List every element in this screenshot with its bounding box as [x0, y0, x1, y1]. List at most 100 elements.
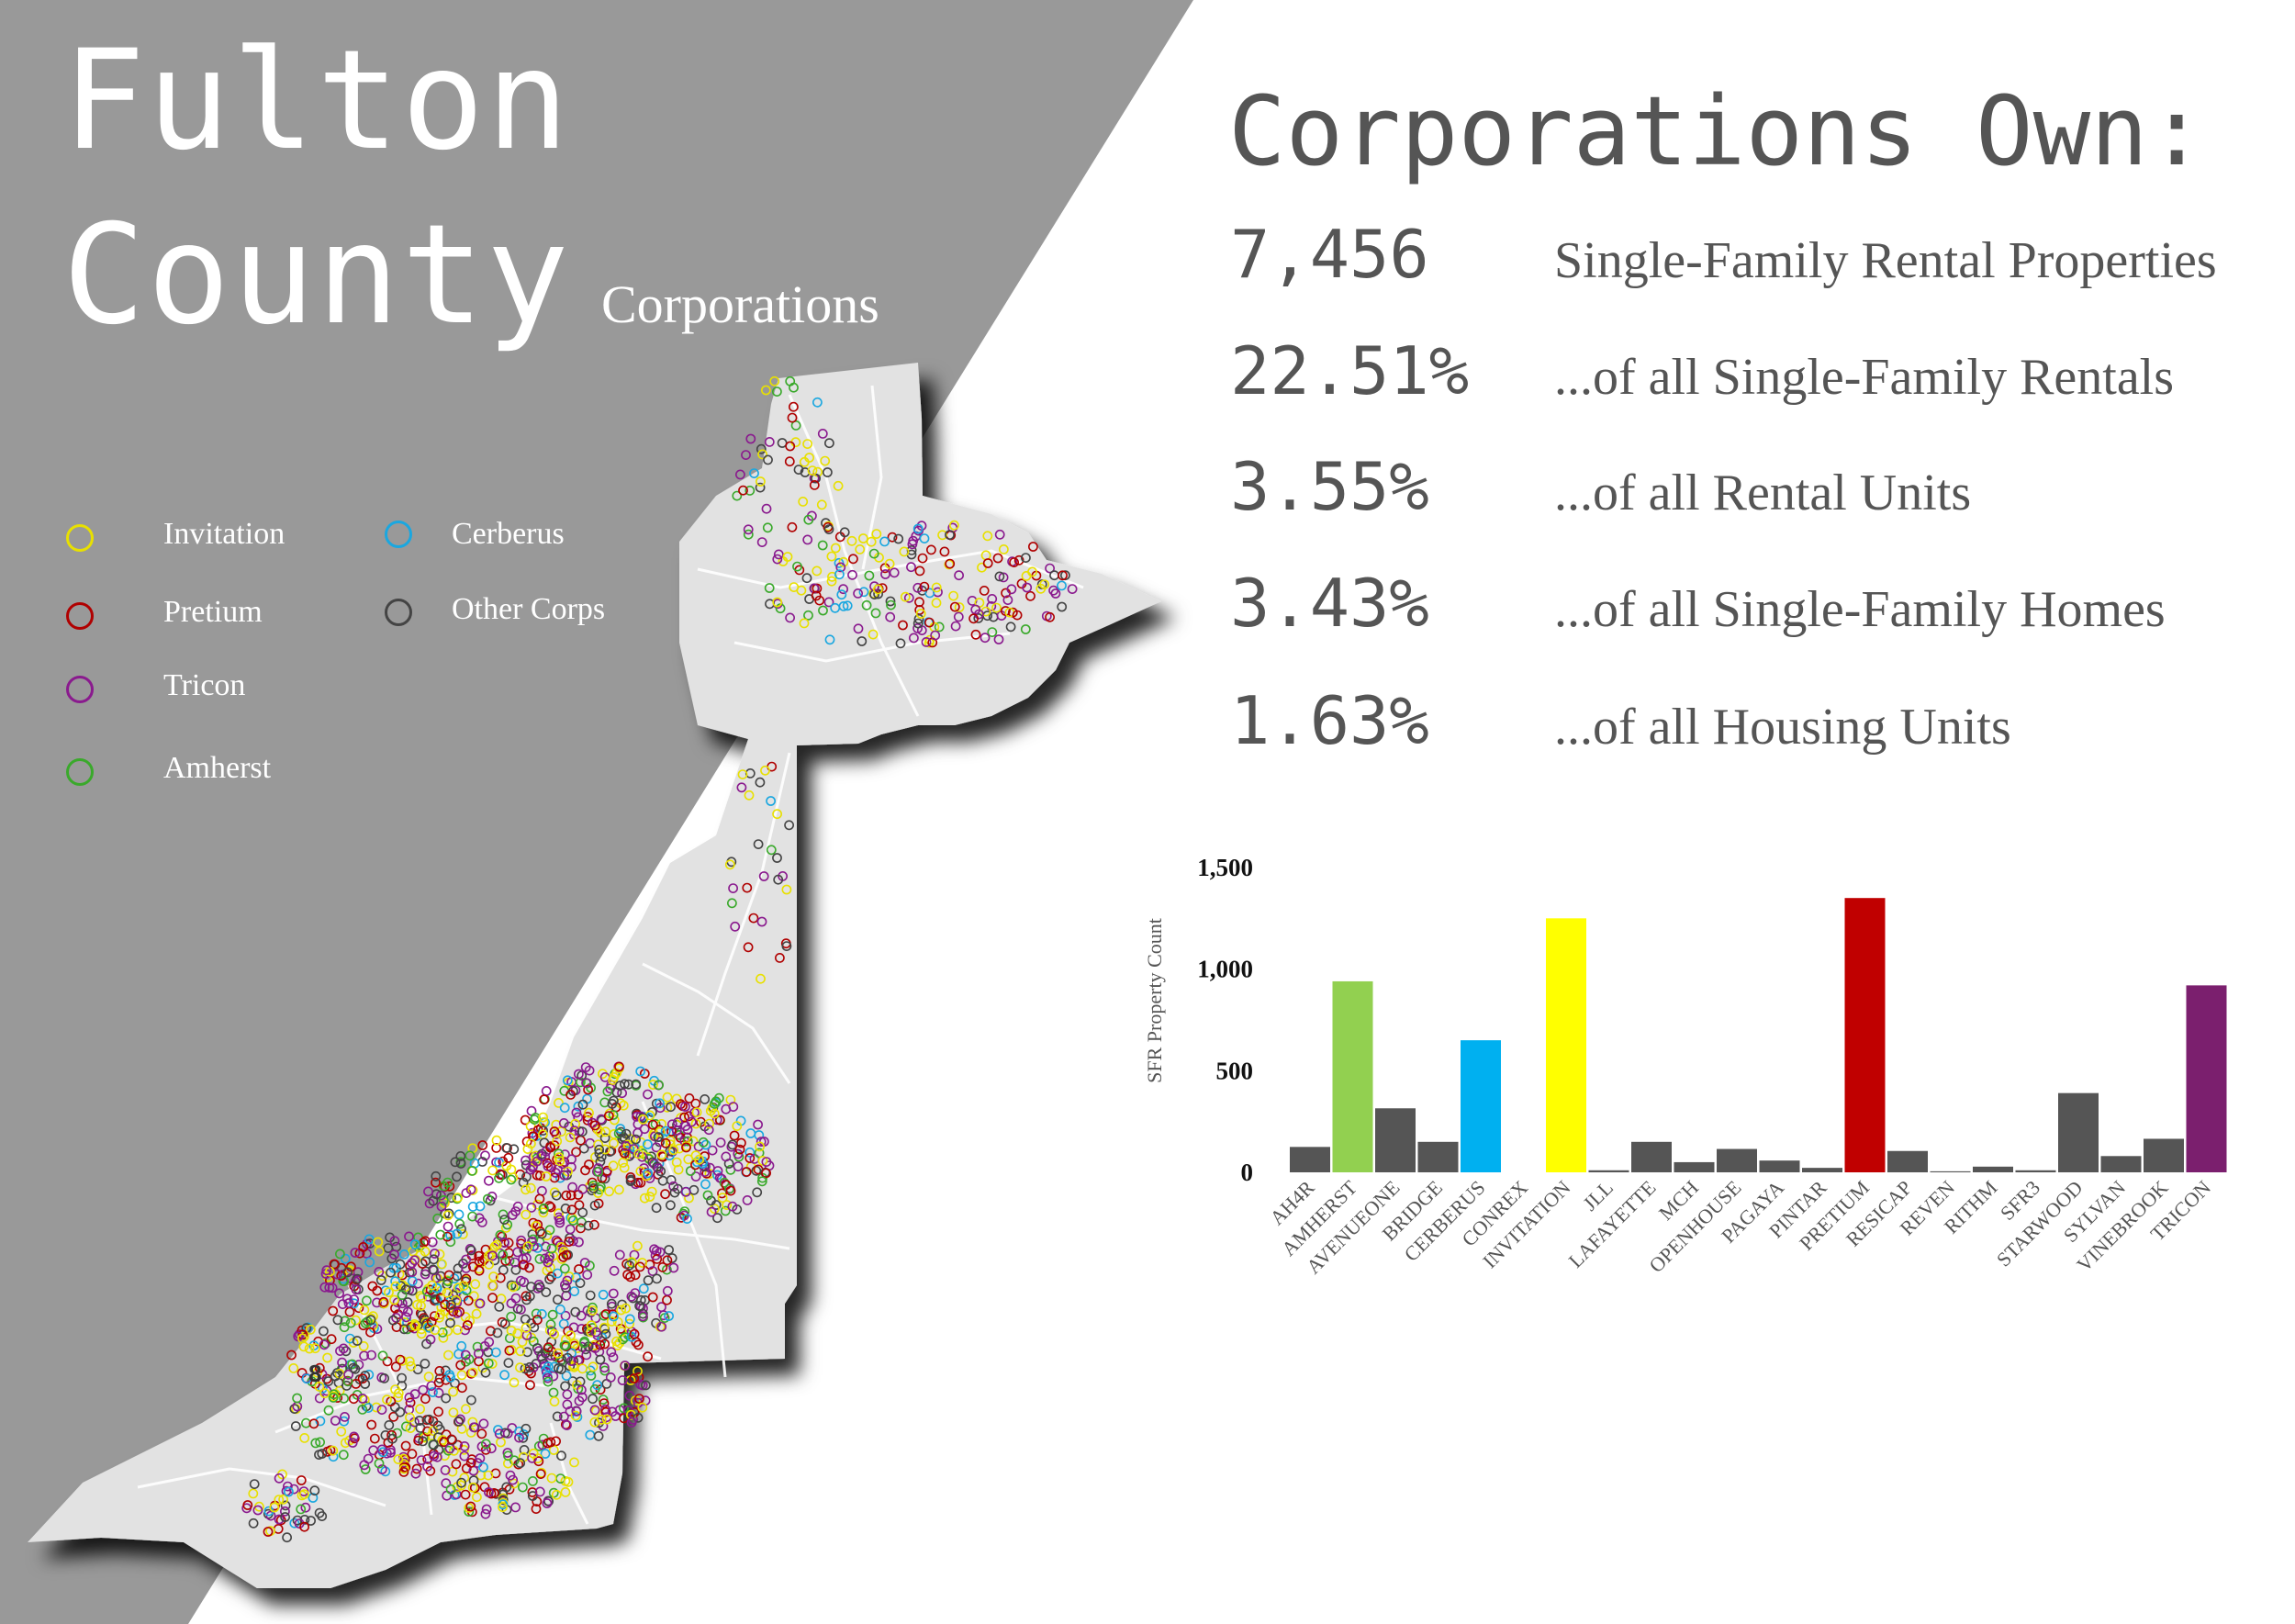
property-dot	[546, 1473, 557, 1484]
property-dot	[456, 1383, 467, 1394]
property-dot	[554, 1215, 565, 1226]
property-dot	[429, 1311, 440, 1321]
property-dot	[474, 1265, 485, 1276]
stats-heading: Corporations Own:	[1228, 75, 2206, 187]
property-dot	[532, 1219, 543, 1230]
property-dot	[377, 1350, 388, 1361]
district-number-label: 8	[308, 1360, 321, 1387]
property-dot	[1020, 624, 1031, 634]
property-dot	[427, 1237, 438, 1248]
property-dot	[583, 1220, 594, 1231]
property-dot	[562, 1389, 573, 1400]
property-dot	[395, 1406, 406, 1417]
property-dot	[853, 588, 863, 599]
property-dot	[605, 1372, 616, 1383]
property-dot	[807, 465, 818, 476]
property-dot	[895, 638, 906, 649]
property-dot	[360, 1317, 371, 1328]
property-dot	[666, 1253, 677, 1263]
property-dot	[560, 1149, 570, 1159]
property-dot	[422, 1453, 433, 1464]
property-dot	[309, 1485, 320, 1496]
property-dot	[423, 1372, 434, 1382]
property-dot	[637, 1311, 648, 1322]
property-dot	[590, 1343, 600, 1353]
property-dot	[608, 1160, 619, 1171]
property-dot	[296, 1475, 307, 1485]
property-dot	[491, 1143, 502, 1153]
property-dot	[949, 601, 960, 612]
property-dot	[448, 1407, 459, 1417]
property-dot	[487, 1250, 498, 1261]
property-dot	[369, 1433, 380, 1444]
property-dot	[397, 1372, 407, 1383]
property-dot	[937, 530, 947, 541]
property-dot	[427, 1280, 437, 1291]
property-dot	[838, 556, 849, 567]
property-dot	[373, 1237, 384, 1248]
property-dot	[341, 1346, 352, 1357]
stat-value-housing-units: 1.63%	[1230, 682, 1429, 759]
property-dot	[418, 1384, 429, 1395]
property-dot	[724, 1183, 734, 1194]
property-dot	[887, 532, 898, 543]
property-dot	[682, 1136, 693, 1147]
property-dot	[297, 1329, 308, 1340]
property-dot	[495, 1272, 506, 1283]
property-dot	[467, 1202, 478, 1212]
property-dot	[506, 1174, 517, 1185]
property-dot	[886, 599, 896, 610]
y-tick-label: 1,000	[1197, 956, 1253, 983]
property-dot	[299, 1433, 310, 1443]
property-dot	[489, 1241, 500, 1252]
property-dot	[498, 1249, 509, 1260]
y-tick-label: 0	[1241, 1159, 1254, 1186]
bar-amherst	[1332, 980, 1373, 1172]
property-dot	[676, 1212, 687, 1223]
property-dot	[425, 1284, 436, 1295]
property-dot	[621, 1146, 633, 1157]
property-dot	[898, 620, 908, 631]
property-dot	[414, 1416, 425, 1426]
property-dot	[973, 613, 984, 623]
property-dot	[607, 1406, 618, 1417]
property-dot	[1005, 622, 1016, 633]
property-dot	[520, 1114, 531, 1126]
property-dot	[685, 1166, 696, 1176]
property-dot	[631, 1079, 642, 1090]
property-dot	[458, 1281, 469, 1291]
property-dot	[340, 1412, 350, 1422]
property-dot	[431, 1177, 441, 1188]
property-dot	[456, 1370, 467, 1381]
property-dot	[608, 1288, 619, 1299]
property-dot	[604, 1186, 614, 1197]
property-dot	[599, 1362, 610, 1373]
property-dot	[561, 1190, 572, 1201]
property-dot	[781, 884, 792, 895]
property-dot	[816, 499, 827, 510]
property-dot	[554, 1148, 564, 1159]
property-dot	[565, 1224, 576, 1235]
property-dot	[856, 636, 868, 646]
property-dot	[577, 1126, 588, 1137]
property-dot	[343, 1369, 353, 1380]
property-dot	[948, 590, 958, 601]
property-dot	[612, 1340, 622, 1350]
property-dot	[594, 1144, 605, 1155]
property-dot	[543, 1361, 554, 1372]
property-dot	[567, 1236, 578, 1247]
property-dot	[501, 1482, 512, 1493]
property-dot	[308, 1493, 319, 1503]
property-dot	[546, 1243, 557, 1254]
property-dot	[1036, 583, 1047, 594]
property-dot	[982, 531, 993, 542]
property-dot	[758, 871, 769, 881]
property-dot	[772, 386, 782, 397]
property-dot	[745, 433, 756, 444]
property-dot	[721, 1151, 732, 1162]
property-dot	[274, 1473, 285, 1484]
property-dot	[706, 1195, 716, 1206]
property-dot	[464, 1503, 475, 1513]
property-dot	[433, 1387, 444, 1398]
property-dot	[934, 622, 945, 633]
